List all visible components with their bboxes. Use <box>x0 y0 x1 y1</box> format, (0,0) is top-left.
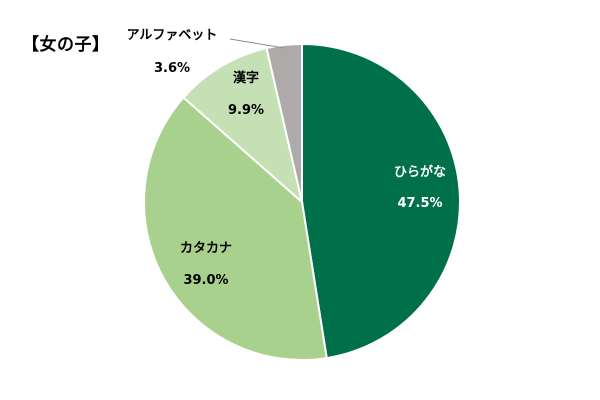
slice-label-kanji: 漢字 <box>233 70 259 86</box>
leader-line-alphabet <box>229 38 285 49</box>
pie-slice-kanji <box>182 46 304 205</box>
pie-slice-katakana <box>143 96 328 361</box>
pie-slice-alphabet <box>265 42 303 203</box>
slice-label-katakana: カタカナ <box>180 241 232 256</box>
slice-value-hiragana: 47.5% <box>397 196 442 211</box>
slice-label-hiragana: ひらがな <box>394 164 446 180</box>
pie-slice-hiragana <box>301 42 461 360</box>
slice-value-katakana: 39.0% <box>183 273 228 288</box>
slice-value-kanji: 9.9% <box>228 103 264 118</box>
slice-label-alphabet: アルファベット <box>127 28 218 43</box>
slice-value-alphabet: 3.6% <box>154 61 190 76</box>
chart-title: 【女の子】 <box>22 35 110 55</box>
